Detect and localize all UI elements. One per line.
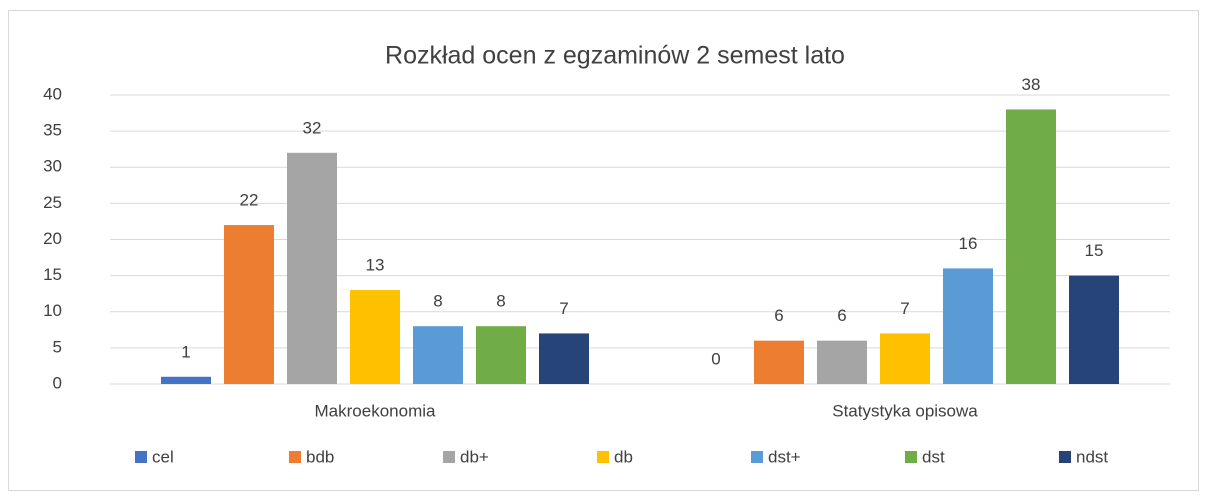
bar: [476, 326, 526, 384]
bar: [287, 152, 337, 384]
data-label: 0: [711, 349, 720, 368]
legend-swatch: [289, 451, 301, 463]
bar: [754, 340, 804, 384]
bar: [413, 326, 463, 384]
data-label: 13: [366, 256, 385, 275]
legend-label: dst: [922, 447, 945, 466]
legend-label: cel: [152, 447, 174, 466]
legend-swatch: [135, 451, 147, 463]
bar: [224, 225, 274, 384]
y-tick-label: 15: [43, 265, 62, 284]
y-tick-label: 35: [43, 121, 62, 140]
x-tick-label: Makroekonomia: [315, 401, 436, 420]
data-label: 38: [1022, 75, 1041, 94]
y-tick-label: 5: [53, 337, 62, 356]
bar: [817, 340, 867, 384]
y-tick-label: 10: [43, 301, 62, 320]
bar: [161, 376, 211, 384]
legend-swatch: [597, 451, 609, 463]
bar: [350, 290, 400, 384]
bar: [1006, 109, 1056, 384]
data-label: 7: [900, 299, 909, 318]
x-tick-label: Statystyka opisowa: [832, 401, 978, 420]
legend-label: dst+: [768, 447, 801, 466]
data-label: 16: [959, 234, 978, 253]
data-label: 1: [181, 342, 190, 361]
y-tick-label: 20: [43, 229, 62, 248]
data-label: 7: [559, 299, 568, 318]
data-label: 8: [433, 292, 442, 311]
legend-label: bdb: [306, 447, 334, 466]
data-label: 8: [496, 292, 505, 311]
legend-swatch: [751, 451, 763, 463]
legend-label: db: [614, 447, 633, 466]
y-tick-label: 0: [53, 373, 62, 392]
chart-title: Rozkład ocen z egzaminów 2 semest lato: [385, 42, 845, 70]
chart-border: [8, 10, 1199, 491]
data-label: 6: [774, 306, 783, 325]
bar: [539, 333, 589, 384]
bar: [1069, 275, 1119, 384]
legend-label: db+: [460, 447, 489, 466]
y-tick-label: 25: [43, 193, 62, 212]
y-tick-label: 30: [43, 157, 62, 176]
legend-swatch: [905, 451, 917, 463]
data-label: 32: [303, 118, 322, 137]
legend-swatch: [443, 451, 455, 463]
data-label: 15: [1085, 241, 1104, 260]
legend-label: ndst: [1076, 447, 1108, 466]
y-tick-label: 40: [43, 84, 62, 103]
bar: [943, 268, 993, 384]
legend-swatch: [1059, 451, 1071, 463]
data-label: 22: [240, 191, 259, 210]
bar: [880, 333, 930, 384]
data-label: 6: [837, 306, 846, 325]
